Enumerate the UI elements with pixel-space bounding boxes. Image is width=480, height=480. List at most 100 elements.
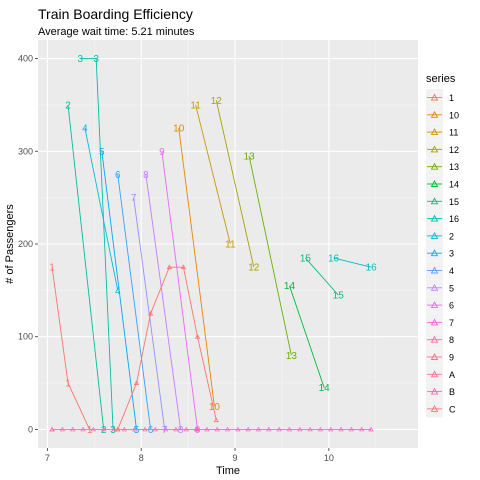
series-1: 1 1 1 [49,263,93,436]
y-axis-title: # of Passengers [4,204,16,284]
series-3: 3 33 [77,54,116,436]
series-6: 66 [115,170,154,436]
series-9: 99 [159,147,201,436]
point-marker [121,426,127,432]
legend-label: 11 [449,128,458,138]
point-label: 11 [225,240,236,251]
legend-key-marker [430,249,439,257]
point-label: 3 [77,54,83,65]
point-marker [173,426,179,432]
point-label: 7 [131,193,137,204]
point-marker [255,426,262,432]
legend-item-15: 15 [426,192,459,210]
legend-label: 15 [449,197,459,207]
point-marker [307,426,313,432]
x-tick-label: 8 [139,453,144,463]
series-line [117,266,217,430]
series-line [161,151,198,430]
point-label: 13 [286,351,298,362]
point-label: 16 [366,263,378,274]
legend-label: 5 [449,283,454,293]
legend-label: 10 [449,110,459,120]
series-line [51,267,91,430]
series-2: 22 [65,100,107,436]
point-label: 8 [178,425,184,436]
point-marker [338,426,344,432]
legend-item-9: 9 [426,348,454,366]
point-label: 9 [195,425,201,436]
point-marker [70,426,76,432]
legend: series 1 10 11 12 13 14 15 16 2 3 4 5 6 7 8 9 ABC [426,73,459,418]
legend-item-12: 12 [426,140,459,158]
point-marker [80,426,86,432]
legend-key-marker [430,231,439,239]
point-label: 10 [173,124,185,135]
legend-key-marker [430,404,439,412]
point-marker [132,426,138,432]
legend-item-5: 5 [426,279,454,297]
y-tick-label: 100 [18,332,33,342]
point-marker [214,426,220,432]
legend-label: C [449,404,456,414]
point-marker [359,426,365,432]
grid [38,40,418,448]
point-marker [101,426,107,432]
point-marker [133,380,140,385]
point-marker [297,426,303,432]
legend-label: 13 [449,162,459,172]
legend-label: 8 [449,335,454,345]
series-line [289,285,325,388]
series-line [248,155,292,356]
legend-label: A [449,370,455,380]
point-label: 15 [300,253,312,264]
point-label: 4 [115,286,121,297]
legend-item-1: 1 [426,89,454,106]
series-line [195,104,231,245]
legend-key-marker [430,318,439,326]
series-10: 10 10 [173,124,220,413]
legend-item-3: 3 [426,244,454,262]
point-marker [180,264,187,270]
point-marker [317,426,324,432]
legend-key-marker [430,266,439,274]
legend-label: 1 [449,93,454,103]
point-label: 7 [162,425,168,436]
point-marker [368,426,374,432]
point-marker [183,426,189,432]
point-label: 8 [143,170,149,181]
point-marker [147,310,154,316]
point-label: 2 [101,425,107,436]
legend-label: 2 [449,231,454,241]
legend-item-C: C [426,400,456,418]
point-label: 10 [209,402,221,413]
point-marker [213,417,219,423]
series-11: 11 11 [190,100,236,250]
x-tick-label: 10 [324,453,334,463]
series-line [67,104,105,430]
point-marker [204,426,210,432]
point-marker [266,426,272,432]
point-marker [224,426,231,432]
legend-label: 7 [449,318,454,328]
series-B [49,426,374,432]
point-marker [90,426,96,432]
legend-key-marker [430,162,439,170]
point-label: 13 [244,151,256,162]
legend-label: 9 [449,353,454,363]
point-label: 3 [110,425,116,436]
legend-item-13: 13 [426,158,459,176]
series-line [84,128,119,291]
legend-key-marker [430,335,439,343]
legend-key-marker [430,93,439,101]
legend-item-10: 10 [426,106,459,124]
point-label: 6 [115,170,121,181]
point-marker [49,426,55,432]
x-axis-title: Time [216,465,240,477]
point-label: 6 [148,425,154,436]
legend-label: 14 [449,180,459,190]
legend-key-marker [430,197,439,205]
legend-key-marker [430,301,439,309]
legend-title: series [426,73,456,85]
